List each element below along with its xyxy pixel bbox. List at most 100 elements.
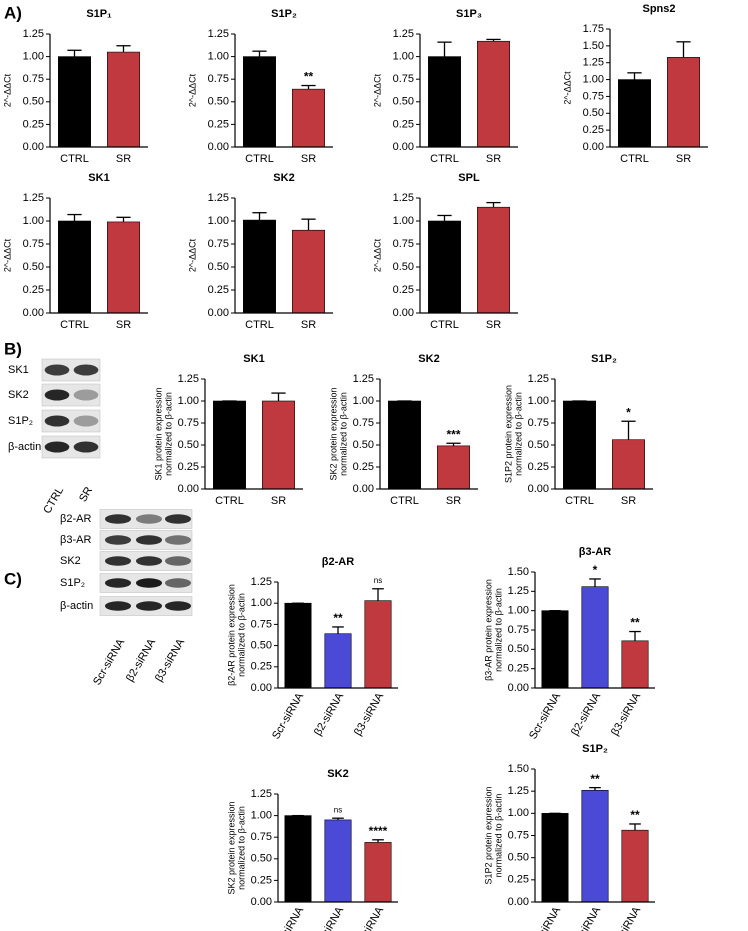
blot-band — [104, 578, 132, 588]
blot-protein-label: β-actin — [8, 441, 41, 453]
y-tick-label: 1.00 — [208, 51, 229, 63]
blot-band — [44, 364, 70, 376]
y-tick-label: 1.00 — [208, 215, 229, 227]
error-bar — [67, 49, 82, 57]
bar — [284, 602, 312, 689]
y-tick-label: 0.25 — [508, 663, 529, 675]
error-bar — [301, 84, 316, 90]
error-bar — [676, 41, 691, 58]
error-bar — [116, 45, 131, 53]
y-axis-label: normalized to β-actin — [513, 392, 523, 476]
chart-title: β3-AR — [579, 546, 611, 558]
y-tick-label: 0.25 — [251, 874, 272, 886]
blot-protein-label: SK1 — [8, 364, 29, 376]
y-tick-label: 0.50 — [583, 107, 604, 119]
y-tick-label: 0.25 — [393, 118, 414, 130]
bar — [477, 206, 510, 314]
x-tick-label: Scr-siRNA — [270, 690, 306, 741]
y-tick-label: 0.50 — [508, 643, 529, 655]
bar — [618, 79, 651, 148]
y-axis-label: normalized to β-actin — [338, 392, 348, 476]
chart-title: SK2 — [418, 353, 439, 365]
y-tick-label: 0.00 — [251, 896, 272, 908]
y-tick-label: 0.75 — [393, 73, 414, 85]
y-tick-label: 0.75 — [208, 73, 229, 85]
y-tick-label: 1.00 — [508, 807, 529, 819]
chart-title: S1P₁ — [86, 8, 112, 20]
y-tick-label: 0.75 — [23, 73, 44, 85]
chart-title: S1P₂ — [582, 743, 608, 755]
y-tick-label: 1.00 — [508, 605, 529, 617]
x-tick-label: Scr-siRNA — [527, 690, 563, 741]
x-tick-label: SR — [301, 319, 316, 331]
blot-band — [135, 535, 163, 545]
y-tick-label: 1.25 — [178, 373, 199, 385]
blot-protein-label: β2-AR — [60, 513, 91, 525]
blot-band — [164, 556, 192, 566]
y-tick-label: 0.00 — [251, 682, 272, 694]
blot-band — [135, 556, 163, 566]
y-axis-label: 2^-ΔΔCt — [2, 73, 12, 107]
significance-label: ** — [304, 70, 314, 84]
y-tick-label: 0.25 — [583, 124, 604, 136]
error-bar — [589, 786, 601, 791]
error-bar — [627, 72, 642, 80]
bar — [581, 789, 609, 903]
significance-label: * — [626, 405, 631, 419]
blot-protein-label: β3-AR — [60, 534, 91, 546]
y-tick-label: 0.25 — [393, 284, 414, 296]
y-tick-label: 1.25 — [23, 192, 44, 204]
y-tick-label: 0.00 — [393, 307, 414, 319]
y-tick-label: 0.75 — [353, 417, 374, 429]
error-bar — [629, 823, 641, 831]
bar — [262, 400, 295, 490]
blot-band — [73, 389, 99, 401]
bar — [107, 51, 140, 148]
x-tick-label: SR — [486, 319, 501, 331]
y-tick-label: 1.75 — [583, 23, 604, 35]
bar — [428, 220, 461, 314]
y-tick-label: 1.00 — [178, 395, 199, 407]
y-axis-label: 2^-ΔΔCt — [562, 71, 572, 105]
y-tick-label: 1.25 — [508, 585, 529, 597]
bar — [667, 57, 700, 148]
x-tick-label: CTRL — [565, 495, 594, 507]
y-axis-label: normalized to β-actin — [236, 806, 246, 890]
error-bar — [252, 50, 267, 57]
blot-band — [164, 601, 192, 611]
blot-protein-label: SK2 — [8, 389, 29, 401]
blot-band — [44, 389, 70, 401]
y-tick-label: 0.25 — [23, 284, 44, 296]
significance-label: ** — [630, 808, 640, 822]
y-tick-label: 0.75 — [208, 238, 229, 250]
significance-label: ns — [334, 805, 342, 814]
x-tick-label: β3-siRNA — [352, 690, 386, 738]
y-tick-label: 1.25 — [508, 785, 529, 797]
x-tick-label: β3-siRNA — [609, 690, 643, 738]
y-tick-label: 0.50 — [23, 261, 44, 273]
y-tick-label: 0.25 — [208, 118, 229, 130]
y-tick-label: 0.75 — [178, 417, 199, 429]
bar — [324, 819, 352, 903]
x-tick-label: SR — [446, 495, 461, 507]
error-bar — [437, 214, 452, 221]
x-tick-label: CTRL — [620, 153, 649, 165]
y-tick-label: 0.75 — [23, 238, 44, 250]
bar — [621, 640, 649, 689]
y-tick-label: 1.00 — [23, 215, 44, 227]
blot-lane-label: Scr-siRNA — [91, 636, 127, 687]
y-tick-label: 0.25 — [353, 461, 374, 473]
x-tick-label: Scr-siRNA — [527, 904, 563, 931]
y-tick-label: 0.00 — [208, 307, 229, 319]
y-tick-label: 0.75 — [393, 238, 414, 250]
x-tick-label: SR — [621, 495, 636, 507]
y-tick-label: 0.25 — [208, 284, 229, 296]
x-tick-label: SR — [271, 495, 286, 507]
bar — [612, 439, 645, 490]
y-axis-label: S1P2 protein expression — [503, 385, 513, 483]
bar — [243, 219, 276, 314]
error-bar — [372, 588, 384, 601]
y-tick-label: 0.75 — [508, 624, 529, 636]
blot-strip — [41, 409, 101, 433]
y-tick-label: 0.50 — [353, 439, 374, 451]
